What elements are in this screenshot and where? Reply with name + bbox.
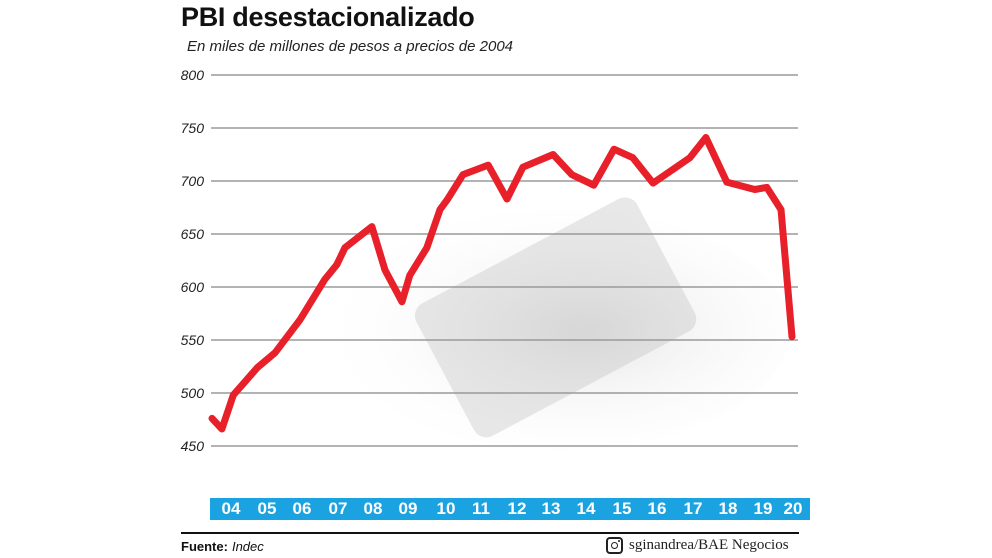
gridlines [211,74,798,447]
x-tick-label: 20 [783,499,803,518]
credit-text: sginandrea/BAE Negocios [629,537,789,553]
y-tick-label: 650 [181,226,205,242]
x-tick-label: 15 [612,499,632,518]
y-tick-label: 500 [181,385,205,401]
y-tick-label: 600 [181,279,205,295]
x-tick-label: 09 [398,499,418,518]
source-label: Fuente: [181,539,228,554]
instagram-icon [606,537,623,554]
line-chart: 800 750 700 650 600 550 500 450 [181,67,798,454]
x-tick-label: 08 [363,499,383,518]
x-tick-label: 18 [718,499,738,518]
y-tick-label: 750 [181,120,205,136]
x-tick-label: 11 [472,499,490,518]
y-axis-ticks: 800 750 700 650 600 550 500 450 [181,67,205,454]
source-value: Indec [231,539,264,554]
x-tick-label: 14 [576,499,596,518]
x-tick-label: 16 [647,499,667,518]
y-tick-label: 450 [181,438,205,454]
x-tick-label: 17 [683,499,703,518]
x-tick-label: 07 [328,499,348,518]
x-axis-year-bar: 04 05 06 07 08 09 10 11 12 13 14 15 16 17 18 19 20 [210,498,810,520]
x-tick-label: 04 [221,499,241,518]
credit: sginandrea/BAE Negocios [606,537,789,554]
x-tick-label: 06 [292,499,312,518]
x-tick-label: 10 [436,499,456,518]
x-tick-label: 12 [507,499,527,518]
chart-title: PBI desestacionalizado [181,2,475,32]
chart-subtitle: En miles de millones de pesos a precios … [187,38,514,55]
y-tick-label: 800 [181,67,205,83]
x-tick-label: 05 [257,499,277,518]
footer-divider [181,532,799,534]
x-tick-label: 13 [541,499,561,518]
y-tick-label: 700 [181,173,205,189]
x-tick-label: 19 [753,499,773,518]
y-tick-label: 550 [181,332,205,348]
source-note: Fuente: Indec [181,539,264,554]
pbi-line [208,134,796,433]
calculator-background-image [330,197,790,450]
